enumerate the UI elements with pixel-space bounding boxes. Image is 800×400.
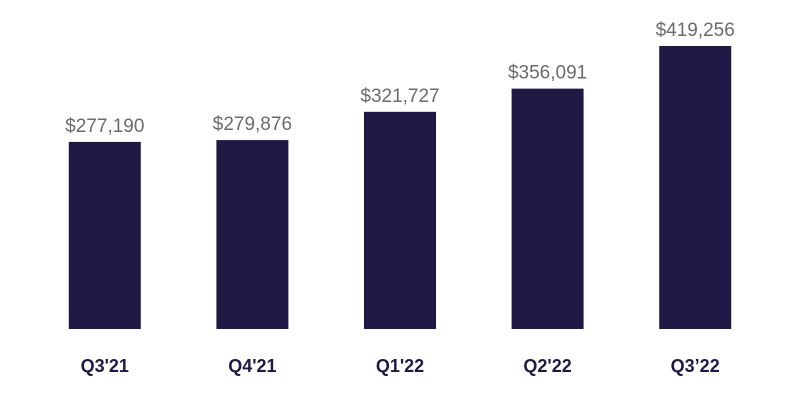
- bar: [216, 140, 289, 329]
- bar: [511, 88, 584, 329]
- x-tick-label: Q2'22: [523, 356, 571, 376]
- bar: [659, 46, 732, 329]
- x-tick-label: Q3'21: [81, 356, 129, 376]
- value-label: $419,256: [656, 20, 735, 41]
- bar: [68, 141, 141, 329]
- bar: [364, 111, 436, 330]
- value-label: $321,727: [360, 86, 439, 107]
- x-tick-label: Q3’22: [671, 356, 720, 376]
- value-label: $356,091: [508, 63, 587, 84]
- value-label: $277,190: [65, 116, 144, 137]
- x-tick-label: Q4'21: [228, 356, 276, 376]
- x-tick-label: Q1'22: [376, 356, 424, 376]
- value-label: $279,876: [213, 114, 292, 135]
